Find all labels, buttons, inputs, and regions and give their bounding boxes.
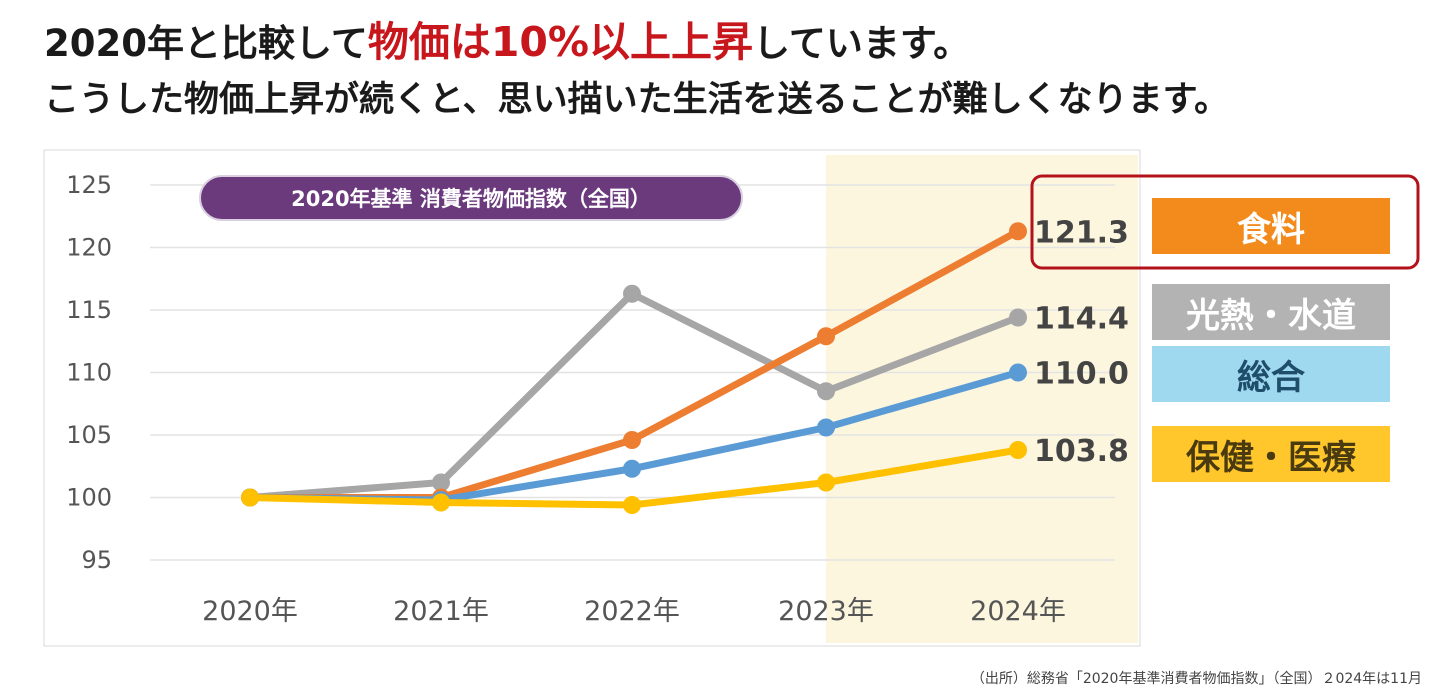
y-tick-label: 105	[66, 421, 112, 449]
data-point	[241, 488, 259, 507]
legend-food-label: 食料	[1237, 209, 1305, 250]
subheadline: こうした物価上昇が続くと、思い描いた生活を送ることが難しくなります。	[44, 80, 1230, 120]
x-tick-label: 2023年	[778, 596, 874, 627]
data-point	[623, 284, 641, 303]
y-tick-label: 95	[81, 546, 112, 574]
data-point	[623, 459, 641, 478]
x-axis-ticks: 2020年 2021年 2022年 2023年 2024年	[202, 596, 1066, 627]
end-value-labels: 114.4 121.3 110.0 103.8	[1034, 215, 1129, 469]
x-tick-label: 2022年	[584, 596, 680, 627]
data-point	[817, 473, 835, 492]
y-axis-ticks: 95 100 105 110 115 120 125	[66, 171, 112, 574]
x-tick-label: 2021年	[393, 596, 489, 627]
source-footnote: （出所）総務省「2020年基準消費者物価指数」（全国）２024年は11月	[970, 671, 1422, 687]
end-value-label: 121.3	[1034, 215, 1129, 250]
series-3	[241, 441, 1027, 514]
data-point	[432, 493, 450, 512]
legend-utilities-label: 光熱・水道	[1186, 295, 1356, 336]
data-point	[817, 327, 835, 346]
end-value-label: 114.4	[1034, 302, 1129, 337]
legend-utilities: 光熱・水道	[1152, 284, 1390, 340]
y-tick-label: 115	[66, 296, 112, 324]
legend-health: 保健・医療	[1152, 426, 1390, 482]
headline-highlight: 物価は10%以上上昇	[367, 18, 754, 66]
y-tick-label: 125	[66, 171, 112, 199]
headline-prefix: 2020年と比較して	[44, 22, 368, 65]
data-point	[1009, 441, 1027, 459]
end-value-label: 103.8	[1034, 434, 1129, 469]
legend-overall-label: 総合	[1237, 357, 1305, 398]
legend-health-label: 保健・医療	[1186, 437, 1356, 478]
chart-title-pill	[199, 175, 743, 221]
legend-overall: 総合	[1152, 346, 1390, 402]
data-point	[817, 382, 835, 401]
end-value-label: 110.0	[1034, 357, 1129, 392]
series-lines	[241, 222, 1027, 514]
data-point	[1009, 222, 1027, 241]
headline-suffix: しています。	[753, 22, 971, 65]
y-tick-label: 110	[66, 359, 112, 387]
data-point	[432, 473, 450, 492]
headline: 2020年と比較して物価は10%以上上昇しています。	[44, 18, 970, 68]
y-tick-label: 100	[66, 484, 112, 512]
data-point	[1009, 363, 1027, 382]
chart-title: 2020年基準 消費者物価指数（全国）	[291, 187, 651, 211]
data-point	[623, 431, 641, 449]
data-point	[623, 496, 641, 514]
data-point	[1009, 308, 1027, 327]
legend-food: 食料	[1152, 198, 1390, 254]
data-point	[817, 418, 835, 437]
x-tick-label: 2020年	[202, 596, 298, 627]
highlight-band	[826, 155, 1138, 643]
y-tick-label: 120	[66, 234, 112, 262]
x-tick-label: 2024年	[970, 596, 1066, 627]
food-highlight-frame	[1030, 174, 1420, 270]
